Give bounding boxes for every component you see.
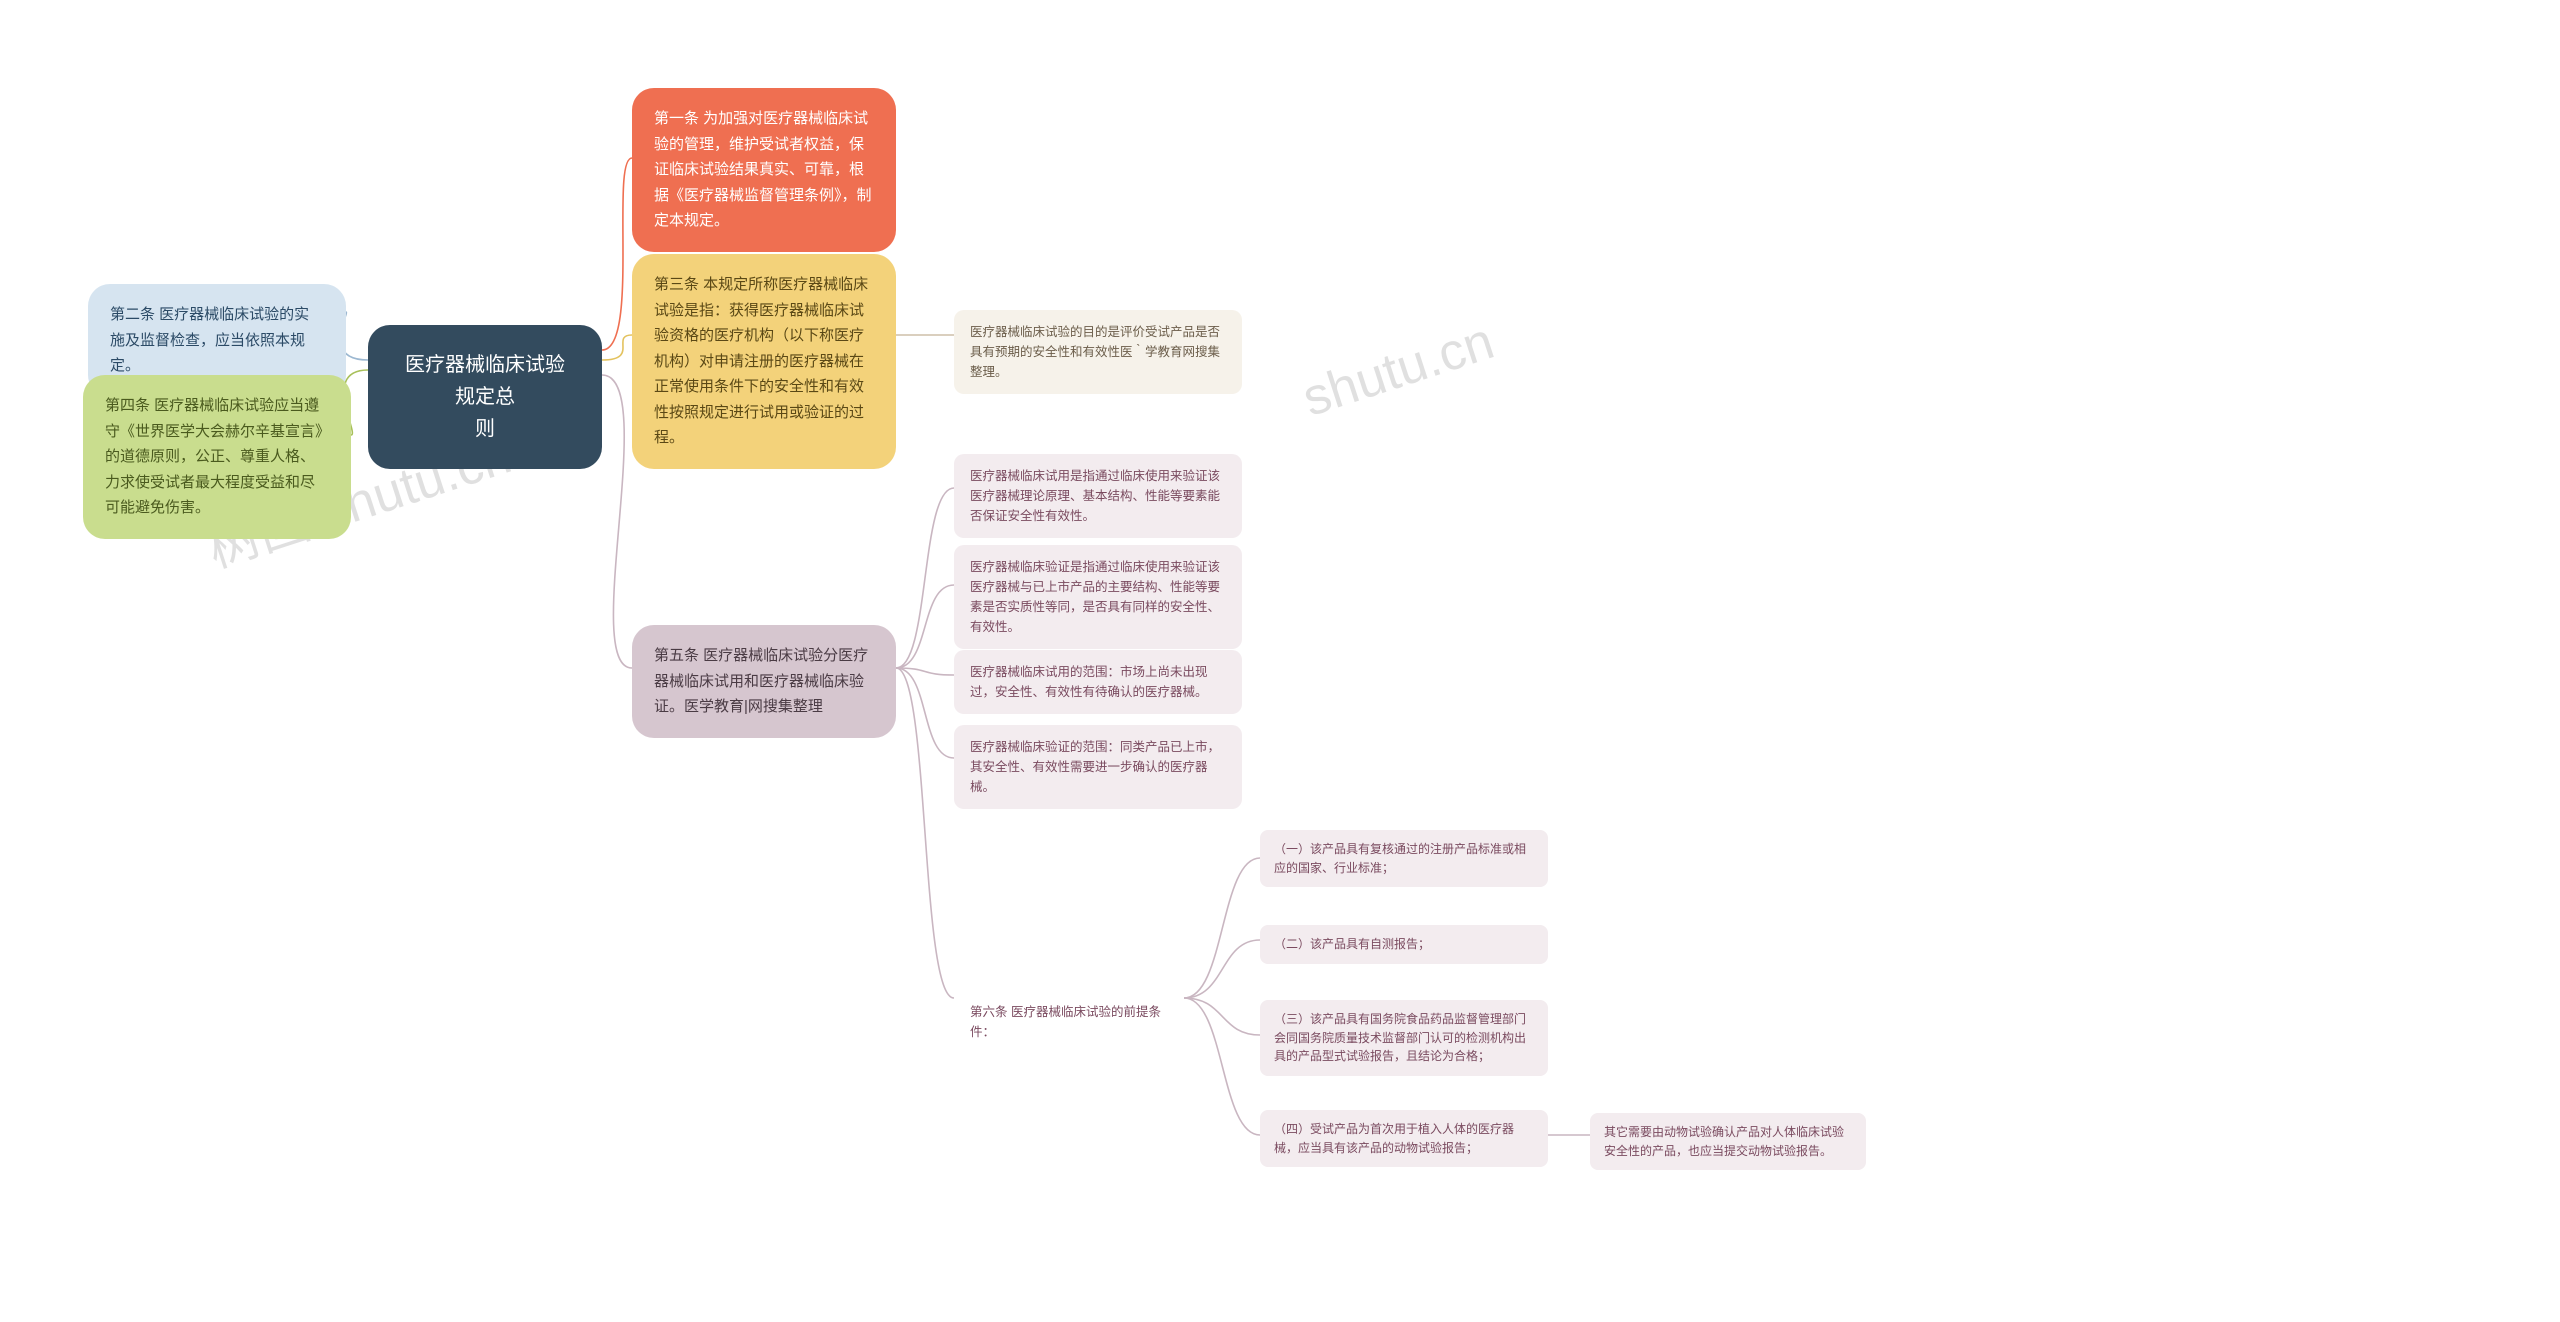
edge xyxy=(896,488,954,668)
right-node-art1[interactable]: 第一条 为加强对医疗器械临床试验的管理，维护受试者权益，保证临床试验结果真实、可… xyxy=(632,88,896,252)
edge xyxy=(1184,940,1260,998)
right-node-art5[interactable]: 第五条 医疗器械临床试验分医疗器械临床试用和医疗器械临床验证。医学教育|网搜集整… xyxy=(632,625,896,738)
right-node-art3c1[interactable]: 医疗器械临床试验的目的是评价受试产品是否具有预期的安全性和有效性医｀学教育网搜集… xyxy=(954,310,1242,394)
right-node-a5c3[interactable]: 医疗器械临床试用的范围：市场上尚未出现过，安全性、有效性有待确认的医疗器械。 xyxy=(954,650,1242,714)
right-node-a6c1[interactable]: （一）该产品具有复核通过的注册产品标准或相应的国家、行业标准； xyxy=(1260,830,1548,887)
edge xyxy=(1184,858,1260,998)
right-node-a6c3[interactable]: （三）该产品具有国务院食品药品监督管理部门会同国务院质量技术监督部门认可的检测机… xyxy=(1260,1000,1548,1076)
edge xyxy=(602,335,632,360)
edge xyxy=(1184,998,1260,1035)
watermark-2: shutu.cn xyxy=(1296,311,1501,429)
edge xyxy=(896,668,954,675)
edge xyxy=(602,158,632,350)
edge xyxy=(896,668,954,758)
edge xyxy=(896,668,954,998)
right-node-a5c1[interactable]: 医疗器械临床试用是指通过临床使用来验证该医疗器械理论原理、基本结构、性能等要素能… xyxy=(954,454,1242,538)
left-node-art4[interactable]: 第四条 医疗器械临床试验应当遵守《世界医学大会赫尔辛基宣言》的道德原则，公正、尊… xyxy=(83,375,351,539)
right-node-a6c2[interactable]: （二）该产品具有自测报告； xyxy=(1260,925,1548,964)
right-node-a6c4c1[interactable]: 其它需要由动物试验确认产品对人体临床试验安全性的产品，也应当提交动物试验报告。 xyxy=(1590,1113,1866,1170)
edge xyxy=(896,585,954,668)
edge xyxy=(602,375,632,668)
edge xyxy=(1184,998,1260,1135)
root-node[interactable]: 医疗器械临床试验规定总 则 xyxy=(368,325,602,469)
right-node-a5c4[interactable]: 医疗器械临床验证的范围：同类产品已上市，其安全性、有效性需要进一步确认的医疗器械… xyxy=(954,725,1242,809)
right-node-a5c5[interactable]: 第六条 医疗器械临床试验的前提条件： xyxy=(954,990,1184,1054)
right-node-art3[interactable]: 第三条 本规定所称医疗器械临床试验是指：获得医疗器械临床试验资格的医疗机构（以下… xyxy=(632,254,896,469)
right-node-a6c4[interactable]: （四）受试产品为首次用于植入人体的医疗器械，应当具有该产品的动物试验报告； xyxy=(1260,1110,1548,1167)
right-node-a5c2[interactable]: 医疗器械临床验证是指通过临床使用来验证该医疗器械与已上市产品的主要结构、性能等要… xyxy=(954,545,1242,649)
